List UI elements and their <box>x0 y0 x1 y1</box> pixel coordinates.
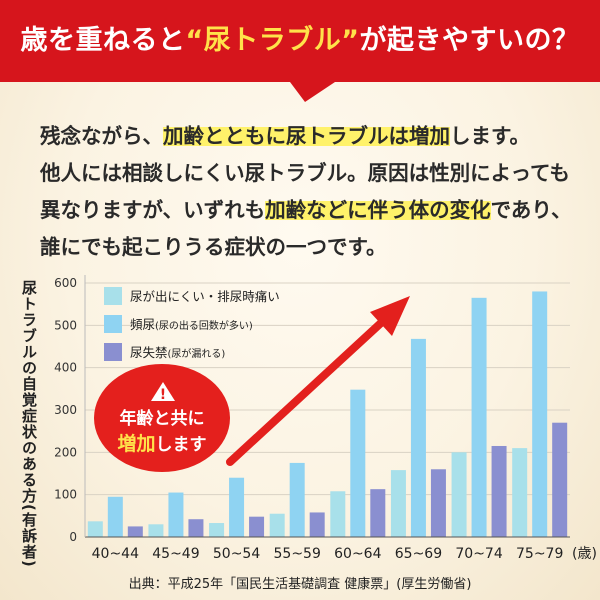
bar <box>491 445 507 537</box>
bar <box>148 524 164 537</box>
x-tick-label: 75~79 <box>516 546 563 562</box>
arrow-shaft <box>226 318 386 466</box>
x-tick-label: 50~54 <box>213 546 260 562</box>
bar <box>188 519 204 537</box>
axes: 0 100 200 300 400 500 600 40~44 45~49 50~54 55~59 6… <box>54 275 597 562</box>
intro-line-4: 誰にでも起こりうる症状の一つです。 <box>40 235 387 259</box>
intro-paragraph: 残念ながら、加齢とともに尿トラブルは増加します。 他人には相談しにくい尿トラブル… <box>40 118 580 266</box>
intro-line-3: 異なりますが、いずれも加齢などに伴う体の変化であり、 <box>40 192 580 229</box>
bar <box>430 469 446 537</box>
bar <box>410 338 426 537</box>
bar <box>309 512 325 537</box>
legend-swatch <box>104 287 122 305</box>
intro-text: 異なりますが、いずれも <box>40 198 266 222</box>
intro-text: します。 <box>450 124 530 148</box>
legend-label: 頻尿(尿の出る回数が多い) <box>130 317 253 332</box>
badge-line-2: 増加します <box>117 432 206 455</box>
y-tick-label: 600 <box>54 276 77 290</box>
bar <box>390 470 406 537</box>
bar <box>87 521 103 537</box>
x-tick-label: 40~44 <box>92 546 139 562</box>
x-tick-label: 70~74 <box>455 546 502 562</box>
bars <box>87 291 568 537</box>
bar <box>107 496 123 537</box>
arrow-head <box>370 296 410 336</box>
intro-text: であり、 <box>490 198 572 222</box>
x-tick-label: 45~49 <box>152 546 199 562</box>
y-tick-label: 200 <box>54 445 77 459</box>
intro-line-1: 残念ながら、加齢とともに尿トラブルは増加します。 <box>40 118 580 155</box>
y-tick-label: 300 <box>54 403 77 417</box>
trend-arrow <box>226 296 410 466</box>
title-banner <box>0 0 600 102</box>
bar <box>552 422 568 537</box>
x-tick-label: 65~69 <box>395 546 442 562</box>
bar <box>249 516 265 537</box>
bar <box>330 491 346 537</box>
y-tick-label: 0 <box>69 530 77 544</box>
legend-label: 尿が出にくい・排尿時痛い <box>130 289 280 304</box>
y-tick-label: 400 <box>54 361 77 375</box>
bar <box>532 291 548 537</box>
bar <box>289 462 305 537</box>
bar <box>269 513 285 537</box>
title-highlight: “尿トラブル” <box>185 25 360 56</box>
x-tick-label: 60~64 <box>334 546 381 562</box>
bar <box>209 523 225 537</box>
bar <box>370 489 386 537</box>
bar <box>512 448 528 537</box>
legend-swatch <box>104 315 122 333</box>
warning-icon <box>151 382 175 401</box>
x-unit-label: (歳) <box>572 546 597 562</box>
intro-line-2: 他人には相談しにくい尿トラブル。原因は性別によっても <box>40 161 570 185</box>
bar <box>451 452 467 537</box>
warning-icon-mark: ! <box>160 387 166 403</box>
y-tick-label: 100 <box>54 488 77 502</box>
legend-swatch <box>104 343 122 361</box>
bar <box>168 492 184 537</box>
intro-highlight: 加齢などに伴う体の変化 <box>265 198 491 222</box>
legend-label: 尿失禁(尿が漏れる) <box>130 345 225 360</box>
y-axis-label: 尿トラブルの自覚症状のある方(有訴者) <box>20 280 38 568</box>
x-tick-label: 55~59 <box>274 546 321 562</box>
bar <box>471 297 487 537</box>
source-note: 出典：平成25年「国民生活基礎調査 健康票」(厚生労働省) <box>128 577 472 592</box>
badge-circle <box>94 364 230 472</box>
page-title: 歳を重ねると“尿トラブル”が起きやすいの？ <box>0 18 600 57</box>
intro-text: 残念ながら、 <box>40 124 163 148</box>
bar <box>350 389 366 537</box>
intro-highlight: 加齢とともに尿トラブルは増加 <box>163 124 450 148</box>
bar <box>127 526 143 537</box>
y-tick-label: 500 <box>54 318 77 332</box>
bar <box>229 477 245 537</box>
title-pre: 歳を重ねると <box>20 25 186 56</box>
badge-line-1: 年齢と共に <box>120 408 205 429</box>
title-post: が起きやすいの？ <box>359 25 580 56</box>
